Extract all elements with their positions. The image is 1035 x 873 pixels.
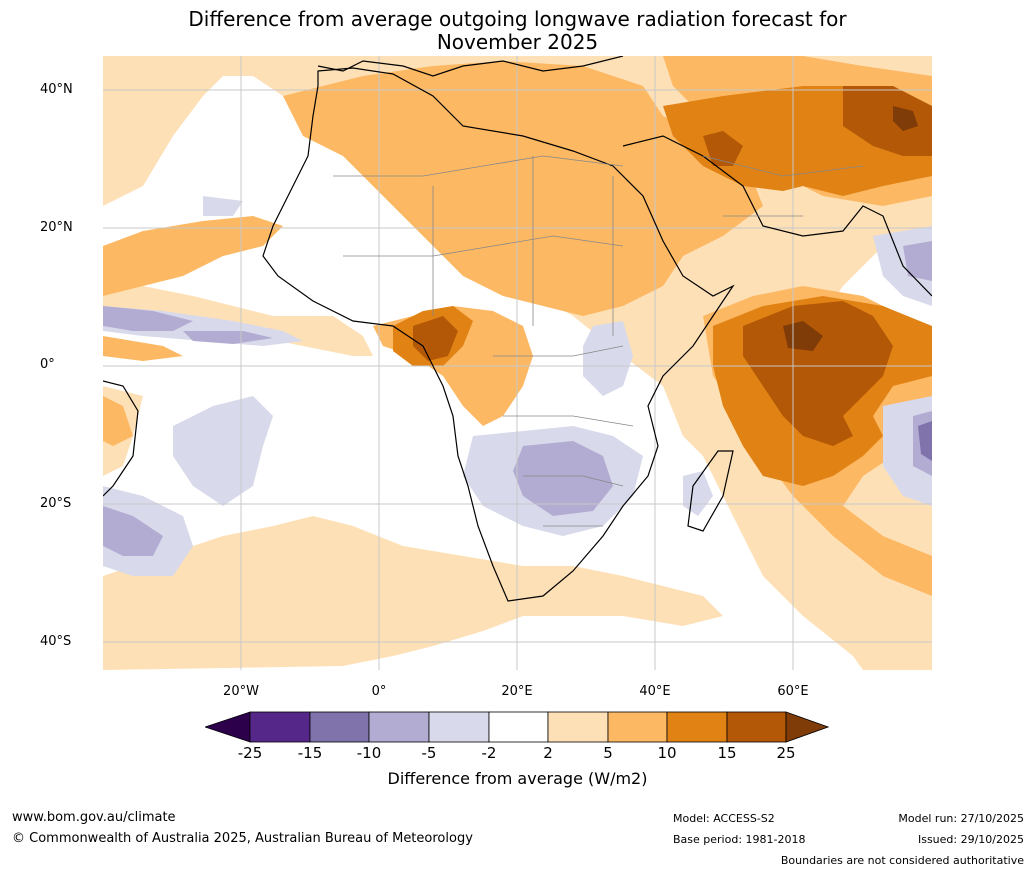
colorbar-tick: -10 — [356, 744, 382, 762]
colorbar-tick: 2 — [543, 744, 553, 762]
lat-label-40n: 40°N — [40, 82, 73, 97]
lat-label-20n: 20°N — [40, 220, 73, 235]
colorbar-tick: -15 — [297, 744, 323, 762]
colorbar-graphic — [203, 711, 830, 743]
lon-label-0: 0° — [371, 684, 387, 699]
colorbar-segment-min — [203, 711, 251, 743]
colorbar-segment-9 — [726, 711, 787, 743]
colorbar-segment-1 — [249, 711, 311, 743]
disclaimer-text: Boundaries are not considered authoritat… — [780, 854, 1024, 867]
copyright-text: © Commonwealth of Australia 2025, Austra… — [12, 831, 473, 846]
lat-label-40s: 40°S — [40, 634, 72, 649]
colorbar — [203, 711, 830, 743]
europe-coastline — [317, 56, 624, 77]
colorbar-title: Difference from average (W/m2) — [387, 769, 648, 788]
colorbar-tick: 5 — [603, 744, 613, 762]
colorbar-segment-max — [785, 711, 830, 743]
lon-label-40e: 40°E — [639, 684, 671, 699]
madagascar-coastline — [687, 450, 734, 532]
base-period-label: Base period: 1981-2018 — [673, 833, 806, 846]
map-canvas — [103, 56, 932, 670]
anomaly-map — [103, 56, 932, 670]
colorbar-tick: -5 — [421, 744, 437, 762]
colorbar-segment-6 — [547, 711, 609, 743]
graticule — [103, 56, 932, 670]
colorbar-tick: 15 — [717, 744, 737, 762]
colorbar-tick: -2 — [481, 744, 497, 762]
colorbar-segment-2 — [309, 711, 370, 743]
colorbar-segment-8 — [666, 711, 728, 743]
issued-label: Issued: 29/10/2025 — [917, 833, 1024, 846]
website-link[interactable]: www.bom.gov.au/climate — [12, 810, 176, 825]
colorbar-segment-4 — [428, 711, 490, 743]
africa-coastline — [262, 67, 735, 602]
lon-label-20e: 20°E — [501, 684, 533, 699]
title-line-1: Difference from average outgoing longwav… — [188, 7, 847, 31]
coastlines — [103, 56, 932, 602]
lon-label-20w: 20°W — [223, 684, 259, 699]
colorbar-tick: 10 — [657, 744, 677, 762]
country-borders — [333, 155, 864, 527]
arabian-coastline — [622, 135, 932, 297]
model-run-label: Model run: 27/10/2025 — [898, 812, 1024, 825]
anomaly-band-neg10-neg15 — [918, 421, 932, 461]
colorbar-tick: -25 — [237, 744, 263, 762]
colorbar-segment-7 — [607, 711, 668, 743]
lat-label-0: 0° — [40, 357, 55, 372]
lat-label-20s: 20°S — [40, 496, 72, 511]
south-america-coastline — [103, 380, 139, 497]
colorbar-tick: 25 — [776, 744, 796, 762]
model-label: Model: ACCESS-S2 — [673, 812, 775, 825]
title-line-2: November 2025 — [436, 30, 599, 54]
lon-label-60e: 60°E — [777, 684, 809, 699]
anomaly-band-neg5-neg10 — [103, 241, 932, 556]
colorbar-segment-3 — [368, 711, 430, 743]
chart-title: Difference from average outgoing longwav… — [0, 8, 1035, 54]
colorbar-segment-5 — [488, 711, 549, 743]
